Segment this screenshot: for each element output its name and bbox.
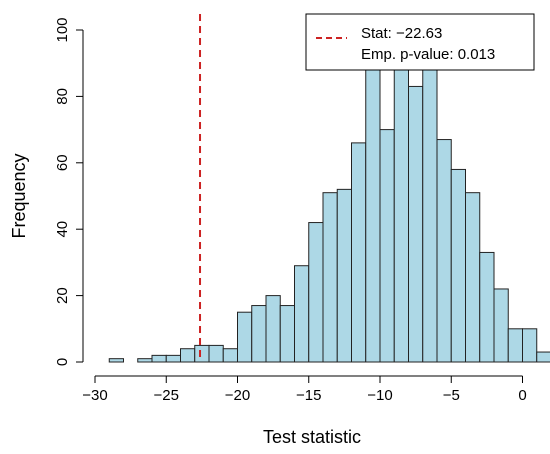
histogram-bar (251, 305, 267, 363)
histogram-bar (379, 129, 395, 363)
histogram-bar (294, 265, 310, 363)
y-tick-label: 100 (54, 17, 71, 42)
histogram-bar (393, 66, 409, 363)
y-tick-label: 0 (54, 358, 71, 366)
x-tick-label: −5 (443, 387, 460, 404)
histogram-bar (365, 66, 381, 363)
histogram-bar (493, 288, 509, 363)
histogram-bar (322, 192, 338, 363)
histogram-bar (265, 295, 281, 363)
y-ticks: 0 20 40 60 80 100 (54, 17, 83, 366)
x-tick-label: −25 (154, 387, 179, 404)
histogram-bar (536, 351, 550, 363)
legend: Stat: −22.63 Emp. p-value: 0.013 (305, 13, 535, 71)
histogram-bar (108, 358, 124, 363)
legend-stat-label: Stat: −22.63 (361, 25, 442, 42)
histogram-bar (336, 188, 352, 363)
histogram-bar (279, 305, 295, 363)
legend-box (305, 13, 535, 71)
x-tick-label: 0 (518, 387, 526, 404)
histogram-bar (180, 348, 196, 363)
histogram-bar (522, 328, 538, 363)
histogram-bar (165, 354, 181, 363)
histogram-bar (208, 344, 224, 363)
histogram-bar (465, 192, 481, 363)
y-tick-label: 60 (54, 154, 71, 171)
x-tick-label: −10 (367, 387, 392, 404)
histogram-bar (436, 139, 452, 363)
histogram-bar (422, 66, 438, 363)
y-tick-label: 80 (54, 88, 71, 105)
histogram-bar (408, 85, 424, 363)
histogram-bars (108, 66, 550, 363)
y-tick-label: 40 (54, 221, 71, 238)
histogram-bar (222, 348, 238, 363)
x-tick-label: −20 (225, 387, 250, 404)
x-tick-label: −15 (296, 387, 321, 404)
histogram-bar (351, 142, 367, 363)
histogram-bar (450, 168, 466, 363)
y-axis: 0 20 40 60 80 100 (54, 17, 84, 366)
x-ticks: −30 −25 −20 −15 −10 −5 0 (82, 376, 527, 404)
histogram-bar (137, 358, 153, 363)
y-tick-label: 20 (54, 287, 71, 304)
histogram-bar (507, 328, 523, 363)
y-axis-title: Frequency (9, 153, 29, 238)
histogram-bar (194, 344, 210, 363)
x-axis-title: Test statistic (263, 427, 361, 447)
histogram-bar (308, 222, 324, 363)
legend-pvalue-label: Emp. p-value: 0.013 (361, 46, 495, 63)
x-tick-label: −30 (82, 387, 107, 404)
x-axis: −30 −25 −20 −15 −10 −5 0 (82, 375, 527, 404)
histogram-bar (151, 354, 167, 363)
histogram-bar (479, 251, 495, 363)
histogram-bar (237, 311, 253, 363)
